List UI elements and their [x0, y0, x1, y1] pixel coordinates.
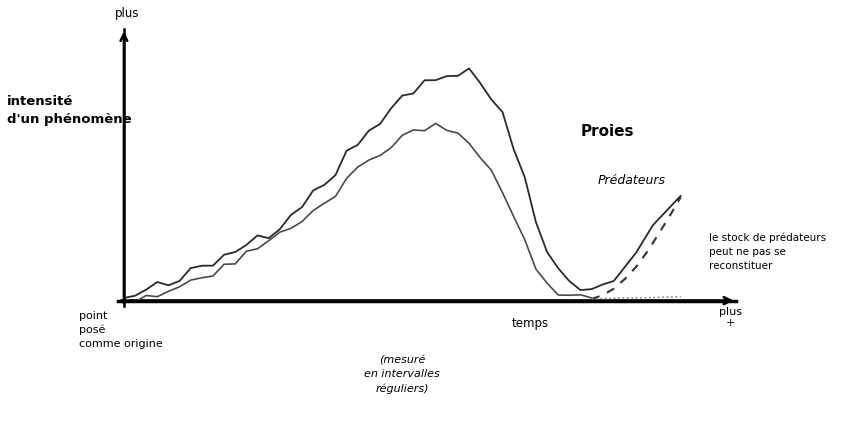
Text: Proies: Proies [580, 124, 634, 139]
Text: intensité
d'un phénomène: intensité d'un phénomène [7, 95, 132, 126]
Text: le stock de prédateurs
peut ne pas se
reconstituer: le stock de prédateurs peut ne pas se re… [709, 233, 825, 271]
Text: (mesuré
en intervalles
réguliers): (mesuré en intervalles réguliers) [364, 355, 440, 394]
Text: Prédateurs: Prédateurs [597, 174, 665, 187]
Text: +: + [726, 318, 735, 328]
Text: temps: temps [512, 317, 549, 330]
Text: plus: plus [115, 7, 139, 21]
Text: plus: plus [719, 307, 742, 317]
Text: point
posé
comme origine: point posé comme origine [80, 311, 163, 349]
